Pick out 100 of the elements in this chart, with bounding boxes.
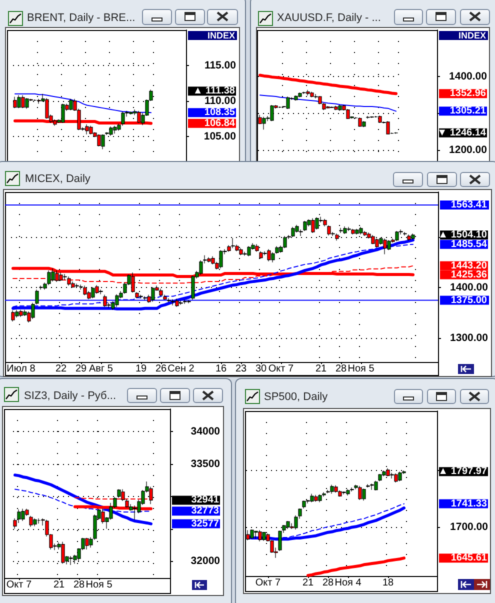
y-tick-label: 1400.00 — [450, 282, 488, 294]
y-tick-label: 106.84 — [204, 118, 236, 129]
chart-title: SIZ3, Daily - Руб... — [24, 389, 116, 403]
y-tick-label: 33500 — [190, 458, 220, 470]
candlestick — [275, 246, 279, 254]
candlestick — [358, 117, 362, 127]
candlestick — [306, 90, 310, 96]
candlestick — [21, 508, 25, 522]
chart-title: BRENT, Daily - BRE... — [27, 11, 136, 25]
line-series — [258, 74, 398, 96]
candlestick — [314, 494, 318, 502]
y-tick-label: ▼ 1246.14 — [437, 127, 486, 138]
candlestick — [85, 538, 89, 550]
x-tick-label: 21 — [53, 580, 65, 590]
x-tick-label: Ноя 5 — [348, 364, 375, 374]
candlestick — [61, 104, 65, 124]
x-tick-label: 16 — [215, 364, 227, 374]
y-tick-label: 1741.33 — [450, 498, 488, 510]
candlestick — [346, 108, 350, 120]
candlestick — [129, 111, 133, 115]
candlestick — [362, 120, 366, 128]
candlestick — [37, 518, 41, 524]
candlestick — [355, 228, 359, 235]
y-tick-label: 115.00 — [204, 59, 236, 72]
x-tick-label: Окт 7 — [6, 580, 32, 590]
y-tick-label: 1645.61 — [450, 552, 488, 564]
candlestick — [323, 218, 327, 227]
candlestick — [310, 91, 314, 98]
candlestick — [109, 126, 113, 136]
candlestick — [370, 483, 374, 490]
candlestick — [171, 298, 175, 306]
ref-line-label: 1563.41 — [450, 199, 488, 210]
candlestick — [271, 252, 275, 263]
x-tick-label: 30 — [255, 364, 267, 374]
candlestick — [61, 541, 65, 564]
candlestick — [362, 488, 366, 501]
candlestick — [334, 484, 338, 493]
candlestick — [267, 248, 271, 262]
y-tick-label: 1425.36 — [450, 269, 488, 280]
y-tick-label: ▲ 1504.10 — [438, 229, 488, 240]
candlestick — [310, 493, 314, 503]
y-tick-label: 32000 — [190, 555, 220, 568]
y-tick-label: 110.00 — [204, 94, 236, 107]
candlestick — [351, 228, 355, 235]
x-tick-label: 23 — [235, 364, 247, 374]
x-tick-label: 28 — [335, 364, 347, 374]
y-tick-label: ▲ 111.38 — [192, 86, 236, 97]
candlestick — [219, 250, 223, 269]
candlestick — [374, 480, 378, 491]
candlestick — [298, 92, 302, 98]
candlestick — [343, 226, 347, 234]
candlestick — [295, 224, 299, 233]
x-tick-label: 21 — [315, 364, 327, 374]
line-series — [14, 93, 152, 114]
candlestick — [89, 126, 93, 135]
candlestick — [231, 238, 235, 248]
candlestick — [21, 94, 25, 108]
x-tick-label: Сен 2 — [168, 364, 195, 374]
y-tick-label: 1485.54 — [450, 238, 488, 250]
candlestick — [159, 288, 163, 297]
candlestick — [135, 292, 139, 299]
candlestick — [258, 530, 262, 542]
candlestick — [358, 486, 362, 500]
line-series — [260, 94, 396, 112]
candlestick — [330, 484, 334, 494]
y-tick-label: 1305.21 — [450, 106, 486, 117]
candlestick — [294, 95, 298, 101]
x-tick-label: Окт 7 — [255, 578, 282, 588]
y-tick-label: 1200.00 — [449, 144, 488, 156]
text: INDEX — [458, 30, 486, 40]
x-tick-label: 28 — [322, 578, 334, 588]
candlestick — [25, 98, 29, 110]
x-tick-label: 19 — [135, 364, 147, 374]
x-tick-label: Окт 7 — [268, 364, 294, 374]
candlestick — [51, 268, 55, 282]
candlestick — [115, 294, 119, 308]
candlestick — [117, 488, 121, 498]
x-tick-label: Ноя 4 — [334, 578, 362, 588]
x-tick-label: 21 — [302, 578, 314, 588]
candlestick — [326, 106, 330, 109]
candlestick — [359, 226, 363, 235]
y-tick-label: 1352.96 — [450, 88, 486, 100]
x-tick-label: 26 — [155, 364, 167, 374]
candlestick — [33, 518, 37, 526]
candlestick — [327, 225, 331, 236]
x-tick-label: 29 — [75, 364, 87, 374]
y-tick-label: 34000 — [190, 426, 220, 438]
candlestick — [254, 530, 258, 539]
candlestick — [394, 473, 398, 483]
y-tick-label: 105.00 — [204, 130, 236, 142]
candlestick — [339, 228, 343, 234]
candlestick — [286, 96, 290, 110]
candlestick — [262, 116, 266, 130]
candlestick — [387, 240, 391, 250]
candlestick — [47, 270, 51, 286]
line-series — [14, 474, 152, 526]
y-tick-label: 32941 — [191, 494, 220, 506]
candlestick — [386, 120, 390, 135]
candlestick — [311, 218, 315, 234]
x-tick-label: Авг 5 — [89, 364, 114, 374]
